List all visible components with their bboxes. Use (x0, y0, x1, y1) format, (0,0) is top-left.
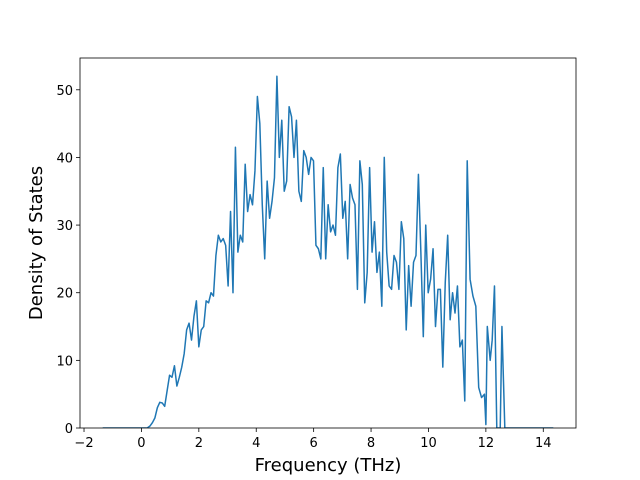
x-axis-label: Frequency (THz) (255, 455, 402, 476)
data-line (102, 75, 554, 428)
y-axis-label: Density of States (26, 166, 47, 320)
x-tick-label: 6 (310, 436, 318, 451)
x-tick-label: −2 (74, 436, 93, 451)
x-tick-label: 8 (367, 436, 375, 451)
x-tick-label: 4 (252, 436, 260, 451)
x-tick-label: 14 (535, 436, 552, 451)
x-tick-label: 10 (420, 436, 437, 451)
y-tick-label: 30 (56, 219, 73, 234)
y-tick-label: 10 (56, 354, 73, 369)
x-tick-label: 2 (195, 436, 203, 451)
y-tick-label: 0 (65, 422, 73, 437)
x-tick-label: 0 (137, 436, 145, 451)
plot-frame (79, 57, 577, 429)
x-tick-label: 12 (478, 436, 495, 451)
y-tick-label: 20 (56, 287, 73, 302)
y-tick-label: 40 (56, 151, 73, 166)
y-tick-label: 50 (56, 84, 73, 99)
